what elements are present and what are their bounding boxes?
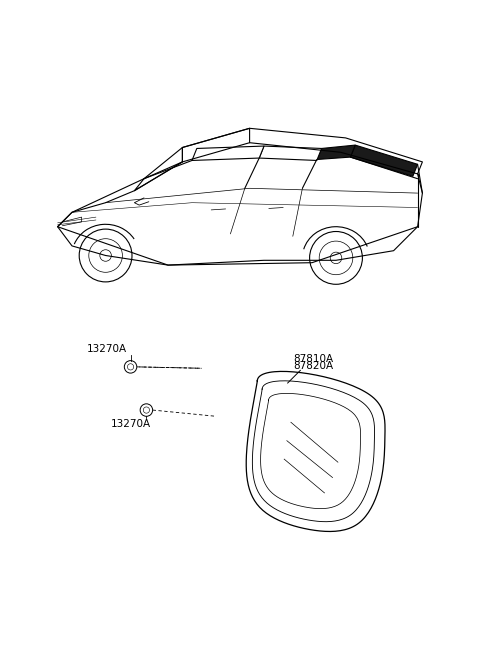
Polygon shape: [317, 145, 355, 160]
Circle shape: [143, 407, 150, 413]
Circle shape: [89, 238, 122, 272]
Circle shape: [319, 241, 353, 274]
Text: 13270A: 13270A: [110, 419, 151, 429]
Text: 87810A: 87810A: [293, 354, 333, 364]
Circle shape: [124, 361, 137, 373]
Polygon shape: [350, 145, 418, 176]
Polygon shape: [259, 146, 322, 160]
Polygon shape: [192, 146, 264, 160]
Circle shape: [310, 231, 362, 284]
Text: 13270A: 13270A: [86, 344, 127, 354]
Circle shape: [140, 404, 153, 417]
Text: 87820A: 87820A: [293, 361, 333, 371]
Circle shape: [79, 229, 132, 282]
Circle shape: [100, 250, 111, 261]
Circle shape: [128, 364, 133, 370]
Circle shape: [330, 252, 342, 264]
